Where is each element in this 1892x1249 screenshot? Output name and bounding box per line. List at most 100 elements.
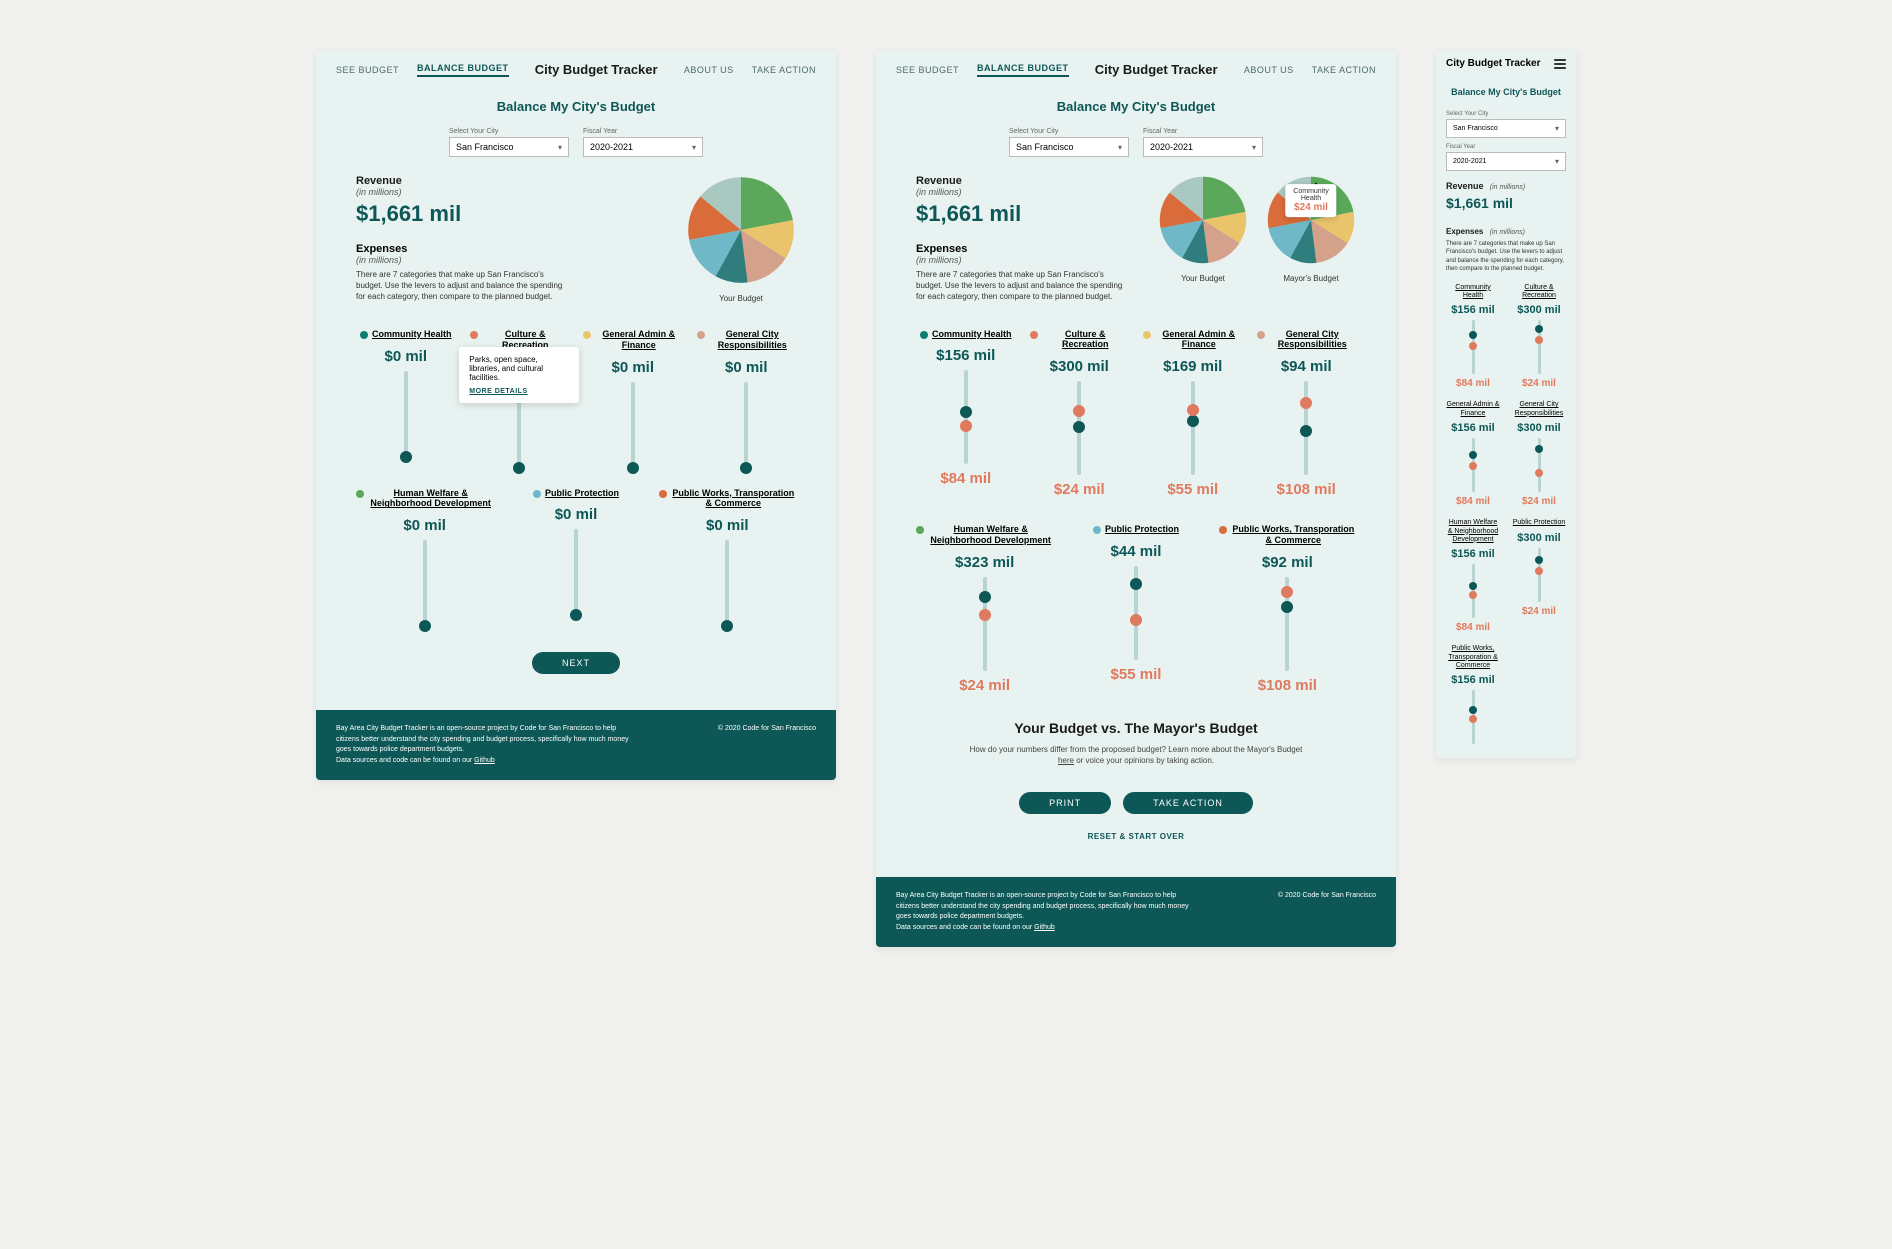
category-name[interactable]: General City Responsibilities	[1269, 329, 1357, 351]
slider-handle-your[interactable]	[1535, 325, 1543, 333]
slider-handle[interactable]	[721, 620, 733, 632]
slider-handle-your[interactable]	[1130, 578, 1142, 590]
slider-handle-mayor[interactable]	[1187, 404, 1199, 416]
slider-handle-mayor[interactable]	[1281, 586, 1293, 598]
category-name[interactable]: Culture & Recreation	[1512, 284, 1566, 301]
nav-balance-budget[interactable]: BALANCE BUDGET	[977, 63, 1069, 77]
slider-track[interactable]	[1472, 438, 1475, 492]
slider-handle-your[interactable]	[1535, 445, 1543, 453]
category-name[interactable]: Community Health	[1446, 284, 1500, 301]
year-select[interactable]: 2020-2021▾	[1143, 137, 1263, 157]
slider-track[interactable]	[725, 540, 729, 626]
slider-handle-your[interactable]	[1469, 706, 1477, 714]
slider-track[interactable]	[423, 540, 427, 626]
slider-handle-mayor[interactable]	[1535, 336, 1543, 344]
github-link[interactable]: Github	[474, 757, 495, 764]
slider-handle-mayor[interactable]	[1130, 614, 1142, 626]
slider-track[interactable]	[1538, 438, 1541, 492]
slider-handle-mayor[interactable]	[1535, 469, 1543, 477]
nav-see-budget[interactable]: SEE BUDGET	[896, 65, 959, 75]
more-details-link[interactable]: MORE DETAILS	[469, 388, 569, 395]
category-name[interactable]: Public Works, Transporation & Commerce	[1446, 645, 1500, 670]
category-name[interactable]: General City Responsibilities	[1512, 401, 1566, 418]
nav-take-action[interactable]: TAKE ACTION	[752, 65, 816, 75]
take-action-button[interactable]: TAKE ACTION	[1123, 792, 1253, 814]
slider-track[interactable]	[1472, 564, 1475, 618]
slider-handle-mayor[interactable]	[1469, 462, 1477, 470]
category-name[interactable]: Public Protection	[545, 488, 619, 499]
compare-here-link[interactable]: here	[1058, 756, 1074, 765]
slider-handle-mayor[interactable]	[1300, 397, 1312, 409]
print-button[interactable]: PRINT	[1019, 792, 1111, 814]
year-select[interactable]: 2020-2021▾	[1446, 152, 1566, 171]
slider-track[interactable]	[744, 382, 748, 468]
slider-handle[interactable]	[570, 609, 582, 621]
slider-track[interactable]	[1304, 381, 1308, 475]
slider-track[interactable]	[983, 577, 987, 671]
slider-track[interactable]	[1285, 577, 1289, 671]
slider-handle-your[interactable]	[1469, 451, 1477, 459]
nav-see-budget[interactable]: SEE BUDGET	[336, 65, 399, 75]
city-select[interactable]: San Francisco ▾	[449, 137, 569, 157]
category-name[interactable]: Human Welfare & Neighborhood Development	[1446, 519, 1500, 544]
next-button[interactable]: NEXT	[532, 652, 620, 674]
slider-track[interactable]	[1134, 566, 1138, 660]
slider-handle-your[interactable]	[1187, 415, 1199, 427]
slider-handle-your[interactable]	[1073, 421, 1085, 433]
category-name[interactable]: Culture & Recreation	[1042, 329, 1130, 351]
slider-handle[interactable]	[627, 462, 639, 474]
slider-track[interactable]	[574, 529, 578, 615]
slider-track[interactable]	[1191, 381, 1195, 475]
category-name[interactable]: Human Welfare & Neighborhood Development	[928, 524, 1053, 546]
category-name[interactable]: Public Protection	[1105, 524, 1179, 535]
slider-value: $0 mil	[356, 348, 456, 365]
slider-handle-your[interactable]	[979, 591, 991, 603]
category-name[interactable]: General Admin & Finance	[595, 329, 683, 351]
slider-handle-your[interactable]	[1281, 601, 1293, 613]
category-name[interactable]: General City Responsibilities	[709, 329, 797, 351]
category-name[interactable]: Community Health	[932, 329, 1012, 340]
nav-about[interactable]: ABOUT US	[1244, 65, 1294, 75]
slider-track[interactable]	[404, 371, 408, 457]
city-select[interactable]: San Francisco▾	[1446, 119, 1566, 138]
reset-link[interactable]: RESET & START OVER	[916, 832, 1356, 841]
slider-handle-mayor[interactable]	[1469, 591, 1477, 599]
category-name[interactable]: Human Welfare & Neighborhood Development	[368, 488, 493, 510]
slider-track[interactable]	[1538, 320, 1541, 374]
nav-about[interactable]: ABOUT US	[684, 65, 734, 75]
slider-handle-mayor[interactable]	[1535, 567, 1543, 575]
slider-handle-mayor[interactable]	[1073, 405, 1085, 417]
slider-track[interactable]	[1538, 548, 1541, 602]
slider-value-your: $300 mil	[1512, 304, 1566, 316]
slider-track[interactable]	[1077, 381, 1081, 475]
slider-track[interactable]	[1472, 320, 1475, 374]
slider-handle[interactable]	[740, 462, 752, 474]
slider-handle-mayor[interactable]	[979, 609, 991, 621]
slider-track[interactable]	[631, 382, 635, 468]
city-select[interactable]: San Francisco▾	[1009, 137, 1129, 157]
slider-track[interactable]	[1472, 690, 1475, 744]
nav-take-action[interactable]: TAKE ACTION	[1312, 65, 1376, 75]
category-name[interactable]: General Admin & Finance	[1155, 329, 1243, 351]
category-name[interactable]: General Admin & Finance	[1446, 401, 1500, 418]
slider-handle[interactable]	[400, 451, 412, 463]
chevron-down-icon: ▾	[558, 143, 562, 152]
slider-handle-mayor[interactable]	[1469, 342, 1477, 350]
nav-balance-budget[interactable]: BALANCE BUDGET	[417, 63, 509, 77]
slider-handle-your[interactable]	[1469, 331, 1477, 339]
slider-handle-your[interactable]	[1469, 582, 1477, 590]
category-name[interactable]: Public Works, Transporation & Commerce	[671, 488, 796, 510]
slider-track[interactable]	[964, 370, 968, 464]
year-select[interactable]: 2020-2021 ▾	[583, 137, 703, 157]
slider-handle-mayor[interactable]	[1469, 715, 1477, 723]
category-name[interactable]: Public Protection	[1512, 519, 1566, 527]
slider-handle-your[interactable]	[960, 406, 972, 418]
slider-handle-your[interactable]	[1535, 556, 1543, 564]
slider-handle-mayor[interactable]	[960, 420, 972, 432]
slider-handle[interactable]	[513, 462, 525, 474]
github-link[interactable]: Github	[1034, 924, 1055, 931]
category-name[interactable]: Community Health	[372, 329, 452, 340]
category-name[interactable]: Public Works, Transporation & Commerce	[1231, 524, 1356, 546]
slider-handle[interactable]	[419, 620, 431, 632]
slider-handle-your[interactable]	[1300, 425, 1312, 437]
